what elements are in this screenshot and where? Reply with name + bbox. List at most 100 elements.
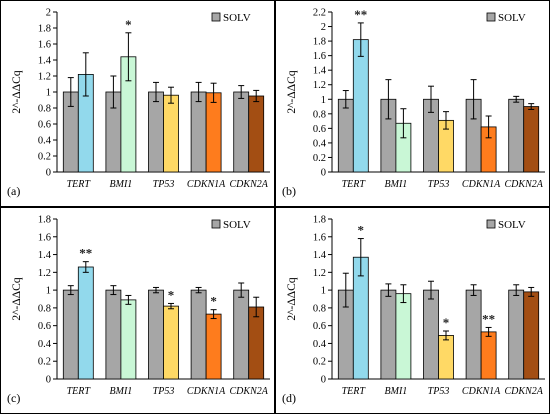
significance-label: * <box>443 315 450 330</box>
x-tick-label: TERT <box>67 386 92 397</box>
y-tick-label: 1.6 <box>38 232 51 243</box>
panel-label: (d) <box>282 391 296 405</box>
y-tick-label: 1.6 <box>313 51 326 62</box>
significance-label: * <box>210 294 217 309</box>
y-tick-label: 1.4 <box>38 250 52 261</box>
x-tick-label: BMI1 <box>110 179 133 190</box>
y-tick-label: 0.2 <box>38 357 51 368</box>
significance-label: ** <box>79 246 92 261</box>
y-tick-label: 2 <box>46 8 51 19</box>
x-tick-label: BMI1 <box>110 386 133 397</box>
y-tick-label: 1.6 <box>38 40 51 51</box>
y-tick-label: 1 <box>321 95 326 106</box>
chart-panel-c: 00.20.40.60.811.21.41.61.82^-ΔΔCq**TERT B… <box>0 207 275 414</box>
y-tick-label: 0.4 <box>313 339 327 350</box>
bar-solv <box>62 289 79 380</box>
y-tick-label: 1.8 <box>38 24 51 35</box>
y-tick-label: 0.6 <box>313 321 326 332</box>
y-tick-label: 0.2 <box>313 357 326 368</box>
y-tick-label: 1.4 <box>313 250 327 261</box>
bar-solv <box>508 98 525 173</box>
y-tick-label: 1.6 <box>313 232 326 243</box>
y-tick-label: 0.8 <box>313 303 326 314</box>
panel-label: (b) <box>282 184 296 198</box>
x-tick-label: TP53 <box>428 179 450 190</box>
y-tick-label: 0 <box>46 375 51 386</box>
x-tick-label: CDKN1A <box>187 179 226 190</box>
y-tick-label: 1.2 <box>38 72 51 83</box>
bar-solv <box>190 91 207 173</box>
legend-label: SOLV <box>498 12 526 24</box>
y-axis-label: 2^-ΔΔCq <box>286 70 298 113</box>
bar-treated <box>438 335 454 380</box>
y-tick-label: 0.4 <box>313 138 327 149</box>
x-tick-label: TP53 <box>153 179 175 190</box>
bar-solv <box>337 98 354 173</box>
bar-treated <box>248 306 265 380</box>
bar-treated <box>163 305 179 380</box>
y-tick-label: 0 <box>321 168 326 179</box>
legend-swatch <box>486 12 496 22</box>
y-tick-label: 1.2 <box>313 80 326 91</box>
y-tick-label: 0.2 <box>313 153 326 164</box>
legend-swatch <box>211 219 221 229</box>
chart-panel-d: 0 0.2 0.4 0.6 0.8 1 1.2 1.4 1.6 1.8 2^-ΔΔCq * TERT BM… <box>275 207 550 414</box>
bar-treated <box>248 95 265 173</box>
y-tick-label: 0.8 <box>38 303 51 314</box>
panel-label: (a) <box>7 184 20 198</box>
bar-solv <box>148 91 164 173</box>
y-axis-label: 2^-ΔΔCq <box>286 277 298 320</box>
bar-treated <box>352 39 369 173</box>
bar-solv <box>423 289 439 380</box>
x-tick-label: CDKN1A <box>462 386 501 397</box>
y-tick-label: 1.8 <box>313 37 326 48</box>
y-tick-label: 1 <box>321 286 326 297</box>
x-tick-label: BMI1 <box>385 386 408 397</box>
bar-solv <box>233 91 250 173</box>
panel-label: (c) <box>7 391 20 405</box>
x-tick-label: CDKN1A <box>187 386 226 397</box>
bar-solv <box>465 289 482 380</box>
x-tick-label: TERT <box>342 179 367 190</box>
y-tick-label: 1.4 <box>38 56 52 67</box>
legend-label: SOLV <box>498 219 526 231</box>
x-tick-label: TERT <box>67 179 92 190</box>
y-tick-label: 2.2 <box>313 8 326 19</box>
y-tick-label: 0.6 <box>38 120 51 131</box>
bar-treated <box>205 313 222 380</box>
bar-solv <box>380 289 397 380</box>
significance-label: * <box>358 223 365 238</box>
bar-treated <box>523 106 540 173</box>
bar-treated <box>205 92 222 173</box>
y-axis-label: 2^-ΔΔCq <box>11 70 23 113</box>
y-tick-label: 1.8 <box>38 215 51 226</box>
x-tick-label: CDKN2A <box>230 386 269 397</box>
legend-swatch <box>486 219 496 229</box>
x-tick-label: CDKN2A <box>230 179 269 190</box>
y-tick-label: 1 <box>46 88 51 99</box>
y-tick-label: 2 <box>321 22 326 33</box>
y-tick-label: 0.6 <box>313 124 326 135</box>
bar-treated <box>523 291 540 380</box>
chart-panel-a: 0 0.2 0.4 0.6 0.8 1 1.2 1.4 1.6 1.8 2 2^-ΔΔCq TERT * B… <box>0 0 275 207</box>
y-tick-label: 1.2 <box>38 268 51 279</box>
bar-solv <box>105 289 122 380</box>
bar-treated <box>120 299 137 380</box>
y-tick-label: 0.2 <box>38 152 51 163</box>
significance-label: ** <box>482 311 495 326</box>
legend-label: SOLV <box>223 219 251 231</box>
bar-solv <box>190 289 207 380</box>
y-tick-label: 1 <box>46 286 51 297</box>
x-tick-label: CDKN2A <box>505 179 544 190</box>
x-tick-label: TERT <box>342 386 367 397</box>
significance-label: * <box>125 17 132 32</box>
bar-treated <box>163 94 179 173</box>
y-tick-label: 1.2 <box>313 268 326 279</box>
y-tick-label: 1.4 <box>313 66 327 77</box>
significance-label: ** <box>354 7 367 22</box>
x-tick-label: BMI1 <box>385 179 408 190</box>
y-tick-label: 0 <box>321 375 326 386</box>
bar-solv <box>508 289 525 380</box>
chart-panel-b: 0 0.2 0.4 0.6 0.8 1 1.2 1.4 1.6 1.8 2 2.2 2^-ΔΔCq ** T… <box>275 0 550 207</box>
